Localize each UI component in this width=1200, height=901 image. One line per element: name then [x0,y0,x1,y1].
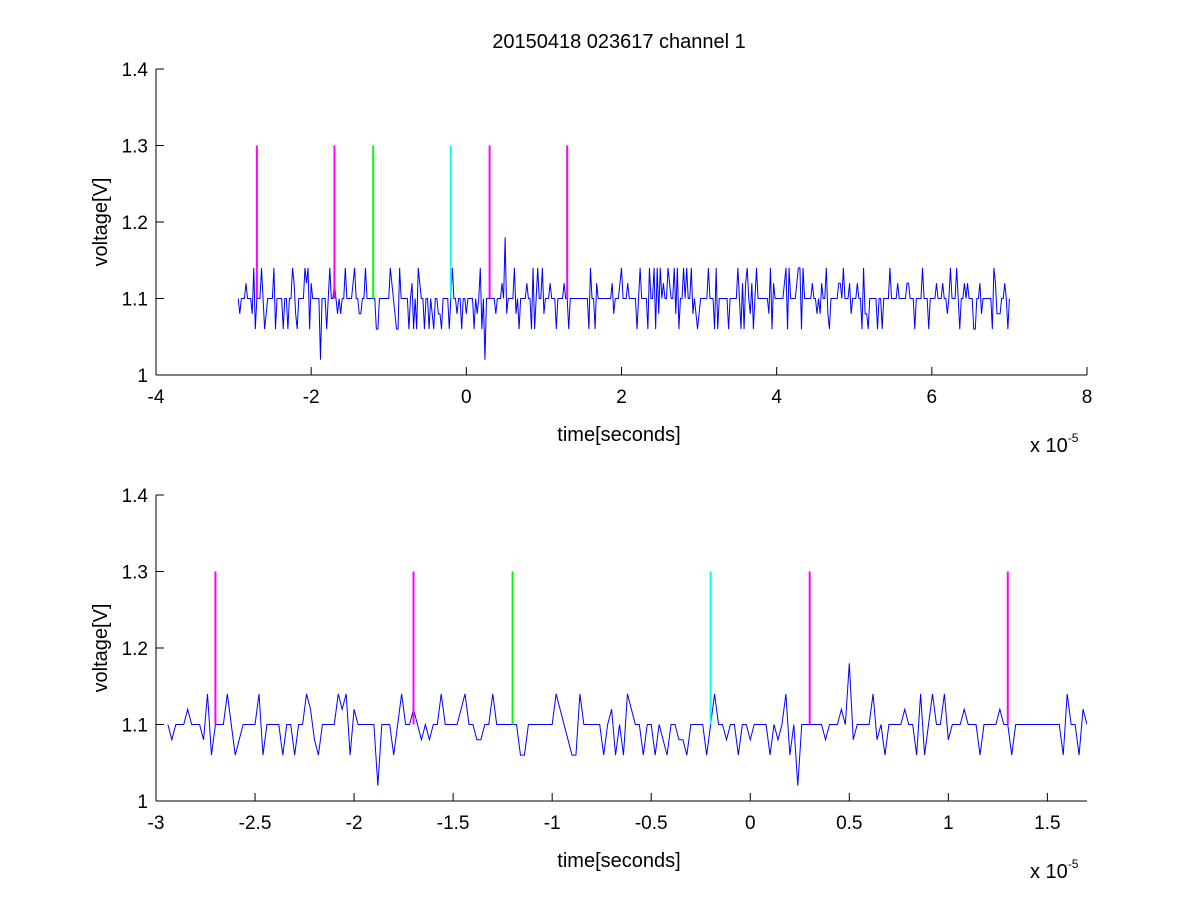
top-plot-x-tick-label: 0 [461,387,472,408]
top-plot-y-tick-label: 1.1 [122,290,148,311]
bottom-plot-x-axis: -3 -2.5 -2 -1.5 -1 -0.5 0 0.5 1 1.5 [148,793,1087,834]
bottom-plot-y-tick-label: 1 [137,792,148,813]
bottom-plot-x-tick-label: -1 [544,813,561,834]
bottom-plot: -3 -2.5 -2 -1.5 -1 -0.5 0 0.5 1 1.5 1 1.1 1.2 1.3 1.4… [90,486,1087,883]
top-plot-signal-line [237,237,1010,360]
bottom-plot-y-axis: 1 1.1 1.2 1.3 1.4 [122,486,164,813]
top-plot-y-tick-label: 1 [137,366,148,387]
top-plot-y-tick-label: 1.4 [122,60,149,81]
top-plot-series [237,237,1010,360]
top-plot-x-axis-label: time[seconds] [557,424,680,446]
top-plot-markers [255,145,569,299]
top-plot-y-tick-label: 1.3 [122,137,148,158]
bottom-plot-y-tick-label: 1.4 [122,486,149,507]
bottom-plot-x-tick-label: -2.5 [239,813,272,834]
bottom-plot-x-tick-label: 0.5 [836,813,862,834]
bottom-plot-x-tick-label: 1.5 [1034,813,1060,834]
bottom-plot-y-axis-label: voltage[V] [90,604,112,693]
figure-title: 20150418 023617 channel 1 [492,31,746,53]
top-plot-y-axis: 1 1.1 1.2 1.3 1.4 [122,60,164,387]
top-plot-x-axis: -4 -2 0 2 4 6 8 [148,367,1093,408]
bottom-plot-y-tick-label: 1.3 [122,563,148,584]
top-plot: -4 -2 0 2 4 6 8 1 1.1 1.2 1.3 1.4 time[seconds] vo… [90,60,1092,457]
top-plot-y-axis-label: voltage[V] [90,178,112,267]
top-plot-x-tick-label: 6 [927,387,938,408]
bottom-plot-x-tick-label: 1 [943,813,954,834]
bottom-plot-x-tick-label: -0.5 [635,813,668,834]
bottom-plot-y-tick-label: 1.1 [122,716,148,737]
top-plot-x-tick-label: -4 [148,387,165,408]
bottom-plot-x-tick-label: -2 [346,813,363,834]
top-plot-x-exponent: x 10-5 [1030,431,1079,457]
top-plot-y-tick-label: 1.2 [122,213,148,234]
bottom-plot-x-exponent: x 10-5 [1030,857,1079,883]
bottom-plot-series [167,663,1087,786]
top-plot-x-tick-label: 4 [771,387,782,408]
bottom-plot-markers [214,571,1009,725]
top-plot-x-tick-label: 2 [616,387,627,408]
bottom-plot-x-tick-label: -3 [148,813,165,834]
bottom-plot-signal-line [167,663,1087,786]
top-plot-x-tick-label: 8 [1082,387,1093,408]
top-plot-x-tick-label: -2 [303,387,320,408]
bottom-plot-x-tick-label: 0 [745,813,756,834]
bottom-plot-y-tick-label: 1.2 [122,639,148,660]
bottom-plot-x-axis-label: time[seconds] [557,850,680,872]
bottom-plot-x-tick-label: -1.5 [437,813,470,834]
